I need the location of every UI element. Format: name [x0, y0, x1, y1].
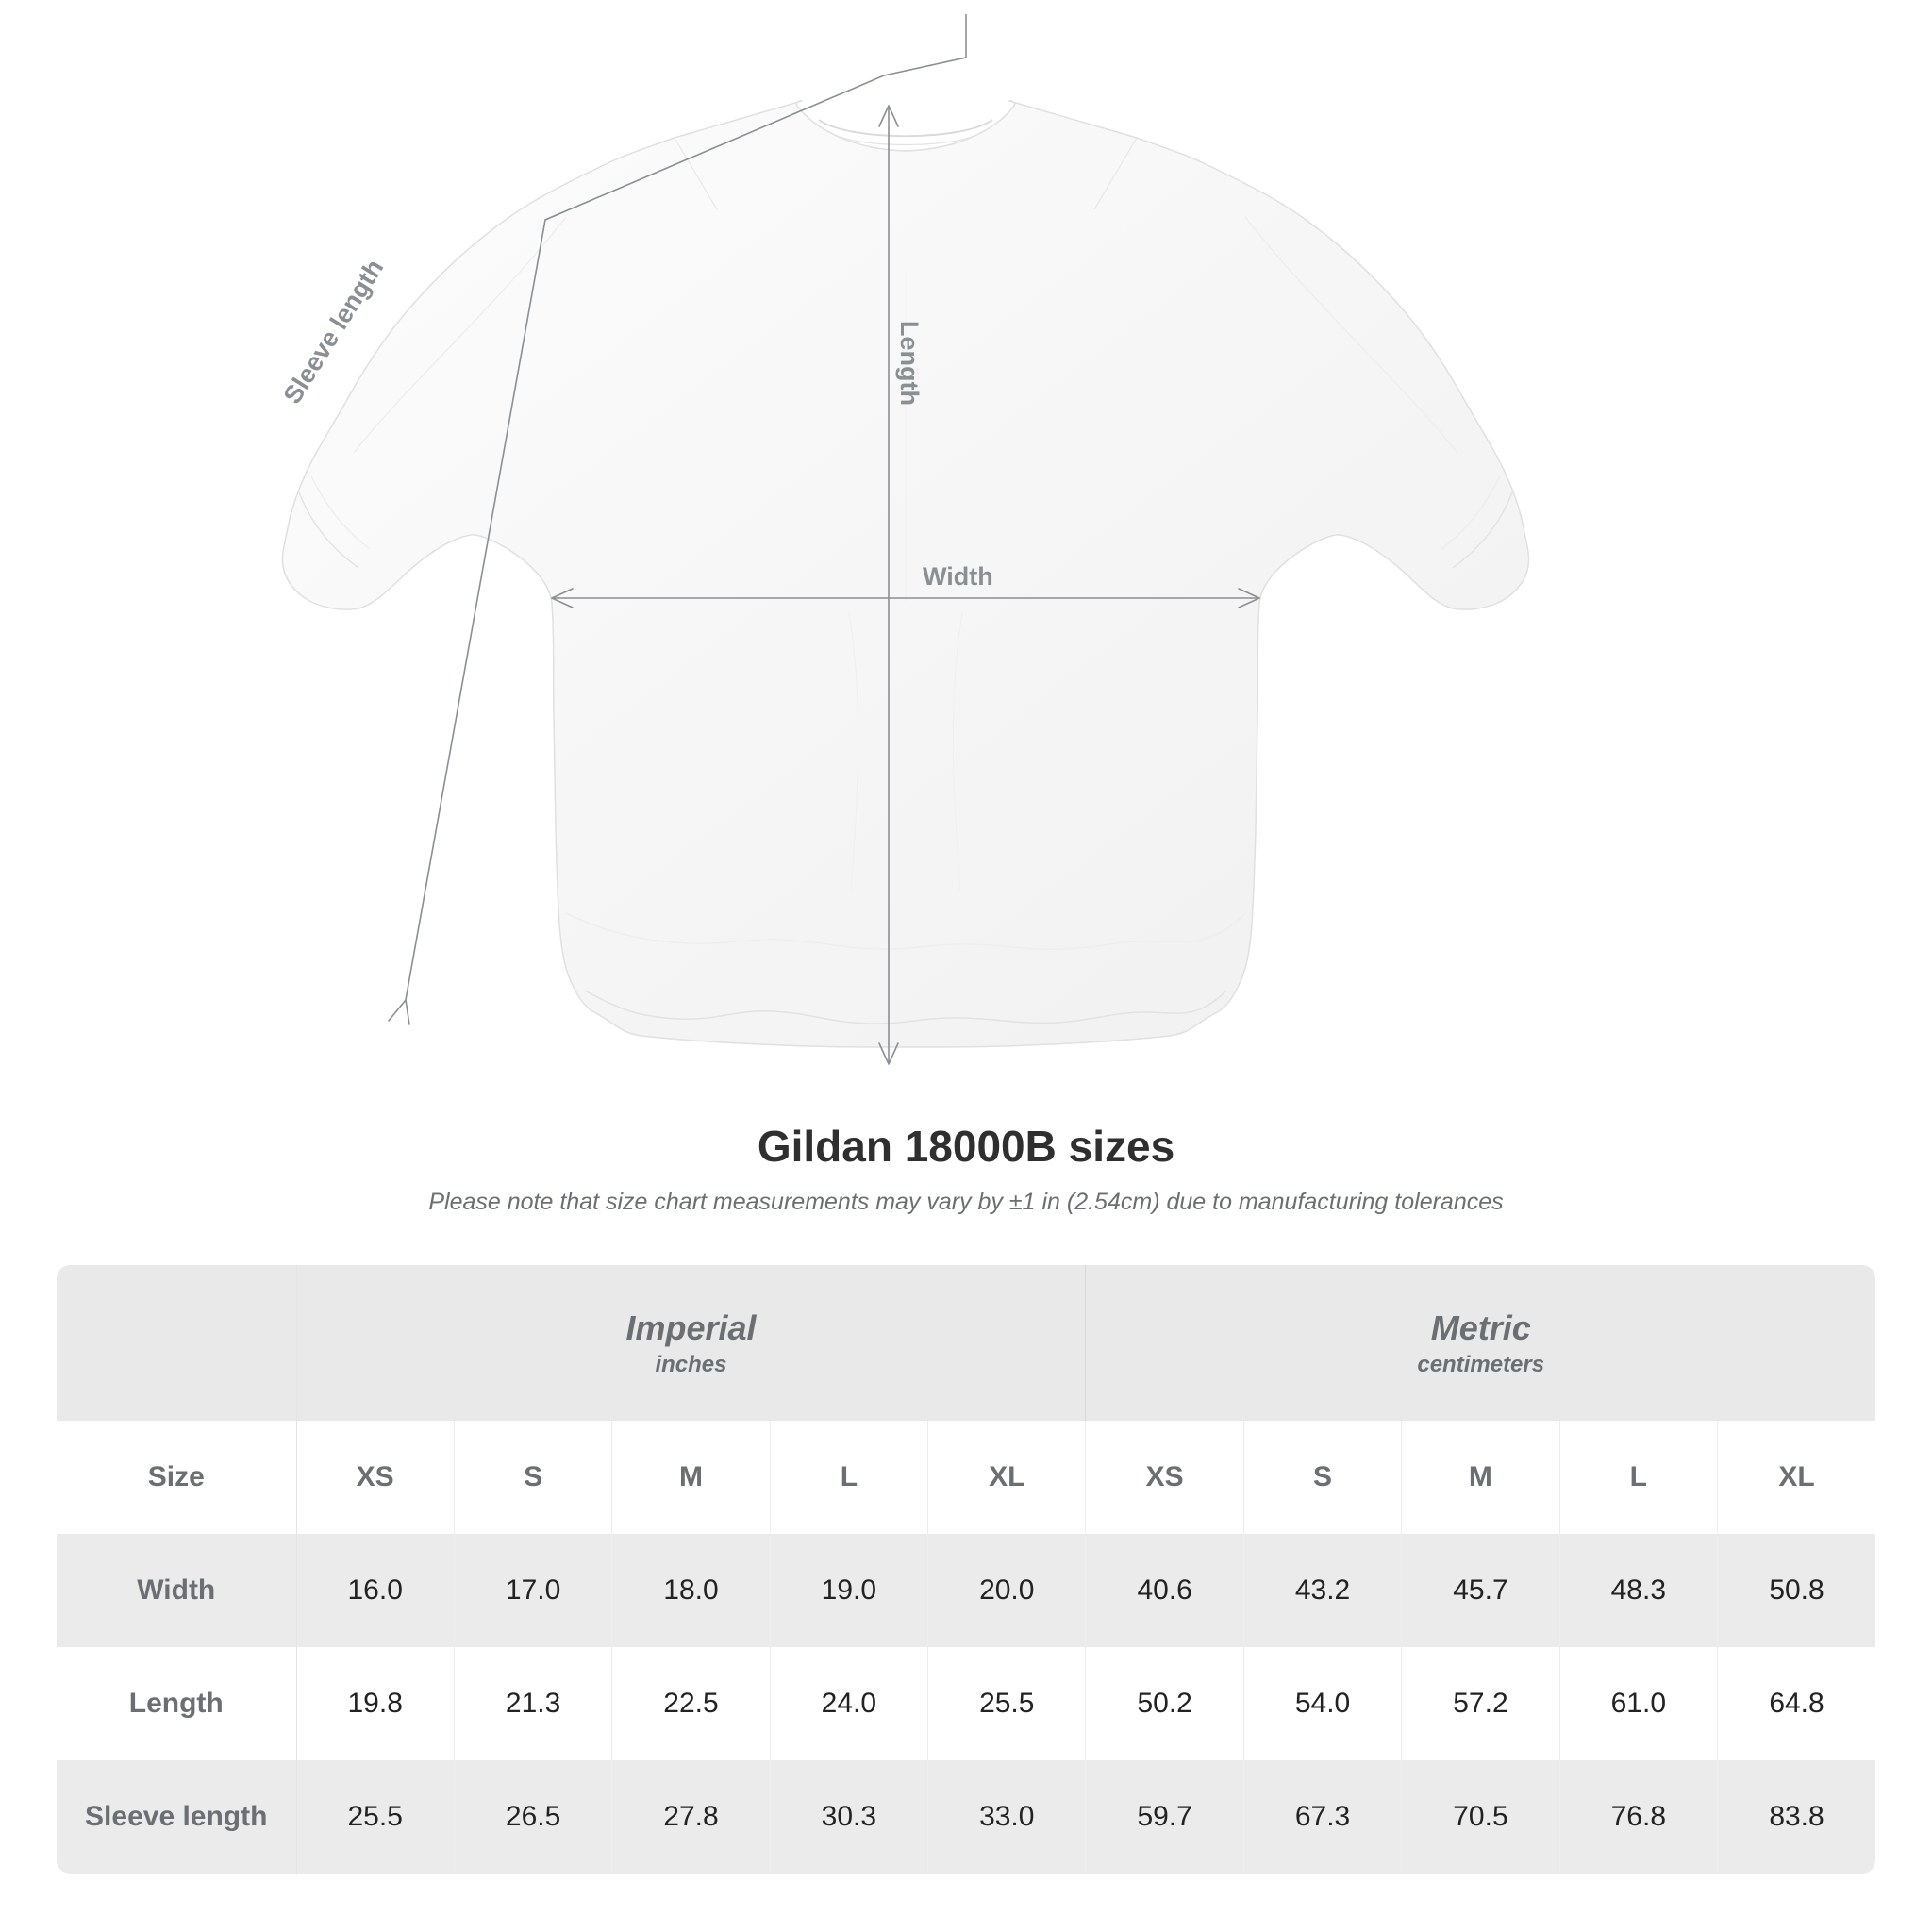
- svg-text:Length: Length: [895, 321, 924, 406]
- svg-text:Width: Width: [923, 562, 993, 591]
